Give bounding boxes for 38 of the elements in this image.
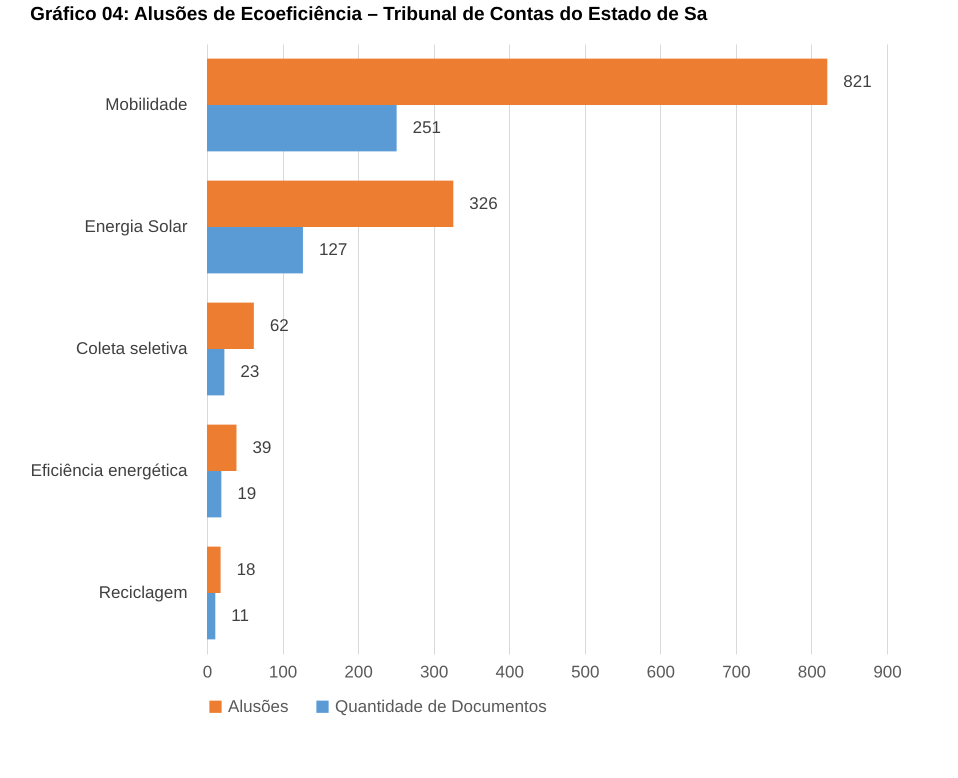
data-label: 127 — [318, 240, 348, 260]
data-label: 39 — [252, 438, 272, 457]
x-tick-label: 300 — [420, 662, 448, 682]
y-tick-label: Coleta seletiva — [76, 339, 188, 358]
bar — [207, 471, 222, 518]
x-tick-label: 900 — [873, 662, 902, 682]
y-tick-label: Eficiência energética — [30, 461, 188, 480]
bar — [207, 227, 303, 274]
y-tick-label: Reciclagem — [98, 583, 188, 602]
data-label: 326 — [469, 194, 498, 213]
bar — [207, 424, 236, 471]
data-label: 11 — [231, 606, 249, 626]
y-tick-label: Mobilidade — [105, 95, 188, 114]
bar — [207, 302, 254, 349]
data-label: 62 — [270, 316, 289, 335]
data-label: 251 — [412, 118, 442, 138]
x-tick-label: 0 — [202, 662, 212, 682]
bar — [207, 180, 454, 227]
x-tick-label: 200 — [344, 662, 373, 682]
data-label: 23 — [240, 362, 260, 382]
x-tick-label: 700 — [722, 662, 751, 682]
data-label: 821 — [843, 72, 872, 91]
y-tick-label: Energia Solar — [84, 217, 188, 236]
bar — [207, 593, 216, 640]
data-label: 19 — [237, 484, 256, 504]
x-tick-label: 600 — [646, 662, 676, 682]
chart-title: Gráfico 04: Alusões de Ecoeficiência – Tribunal de Contas do Estado de Sa — [30, 4, 708, 25]
x-tick-label: 400 — [496, 662, 524, 682]
x-tick-label: 800 — [798, 662, 826, 682]
legend-label: Quantidade de Documentos — [335, 696, 547, 716]
x-tick-label: 500 — [571, 662, 600, 682]
bar — [207, 349, 224, 396]
bar — [207, 105, 397, 152]
bar — [207, 546, 221, 593]
bar — [207, 58, 828, 105]
data-label: 18 — [236, 560, 256, 579]
x-tick-label: 100 — [268, 662, 298, 682]
legend-label: Alusões — [228, 696, 288, 716]
